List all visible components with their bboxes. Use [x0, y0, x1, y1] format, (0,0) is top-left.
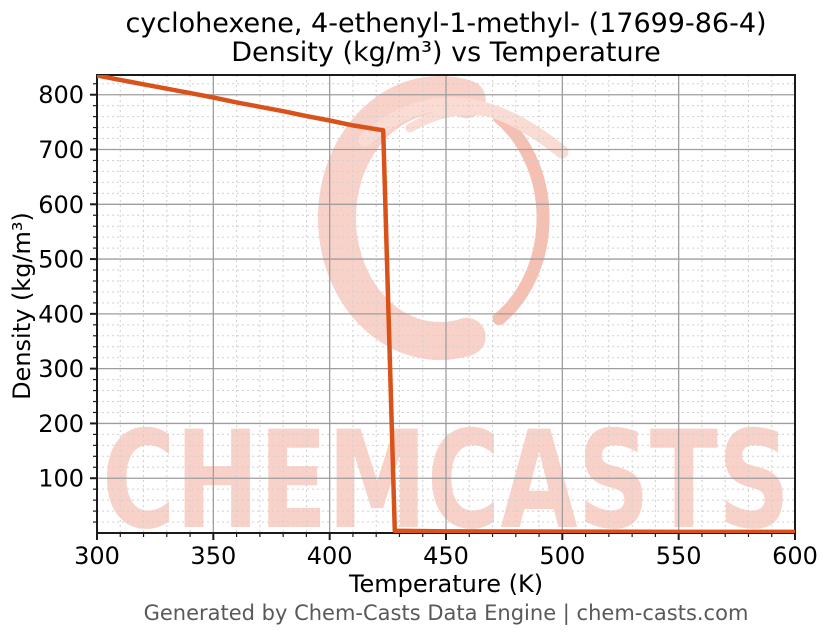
chart-title-line2: Density (kg/m³) vs Temperature: [231, 37, 661, 68]
y-tick-label: 400: [38, 300, 84, 328]
y-tick-label: 500: [38, 246, 84, 274]
x-tick-label: 450: [423, 542, 469, 570]
y-tick-label: 200: [38, 410, 84, 438]
watermark-logo-c-icon: [318, 76, 486, 360]
watermark-logo-crescent2-icon: [405, 106, 540, 135]
x-tick-label: 350: [190, 542, 236, 570]
y-tick-label: 800: [38, 81, 84, 109]
y-tick-label: 100: [38, 465, 84, 493]
y-tick-label: 300: [38, 355, 84, 383]
x-tick-label: 500: [539, 542, 585, 570]
tick-layer: 300 350 400 450 500 550 600 100 200 300 400 500 600 7…: [38, 81, 818, 570]
series-layer: [97, 75, 795, 533]
y-axis-label: Density (kg/m³): [8, 212, 36, 400]
grid-layer: [96, 75, 796, 533]
x-tick-label: 600: [772, 542, 818, 570]
density-curve: [97, 75, 795, 533]
y-tick-label: 700: [38, 136, 84, 164]
x-tick-label: 550: [656, 542, 702, 570]
chart-title-line1: cyclohexene, 4-ethenyl-1-methyl- (17699-…: [125, 8, 767, 39]
footer-credit: Generated by Chem-Casts Data Engine | ch…: [143, 601, 749, 625]
x-axis-label: Temperature (K): [348, 570, 544, 598]
y-tick-label: 600: [38, 191, 84, 219]
watermark-logo-tail-icon: [492, 110, 550, 326]
x-tick-label: 400: [307, 542, 353, 570]
x-tick-label: 300: [74, 542, 120, 570]
chart-title: cyclohexene, 4-ethenyl-1-methyl- (17699-…: [62, 9, 830, 67]
